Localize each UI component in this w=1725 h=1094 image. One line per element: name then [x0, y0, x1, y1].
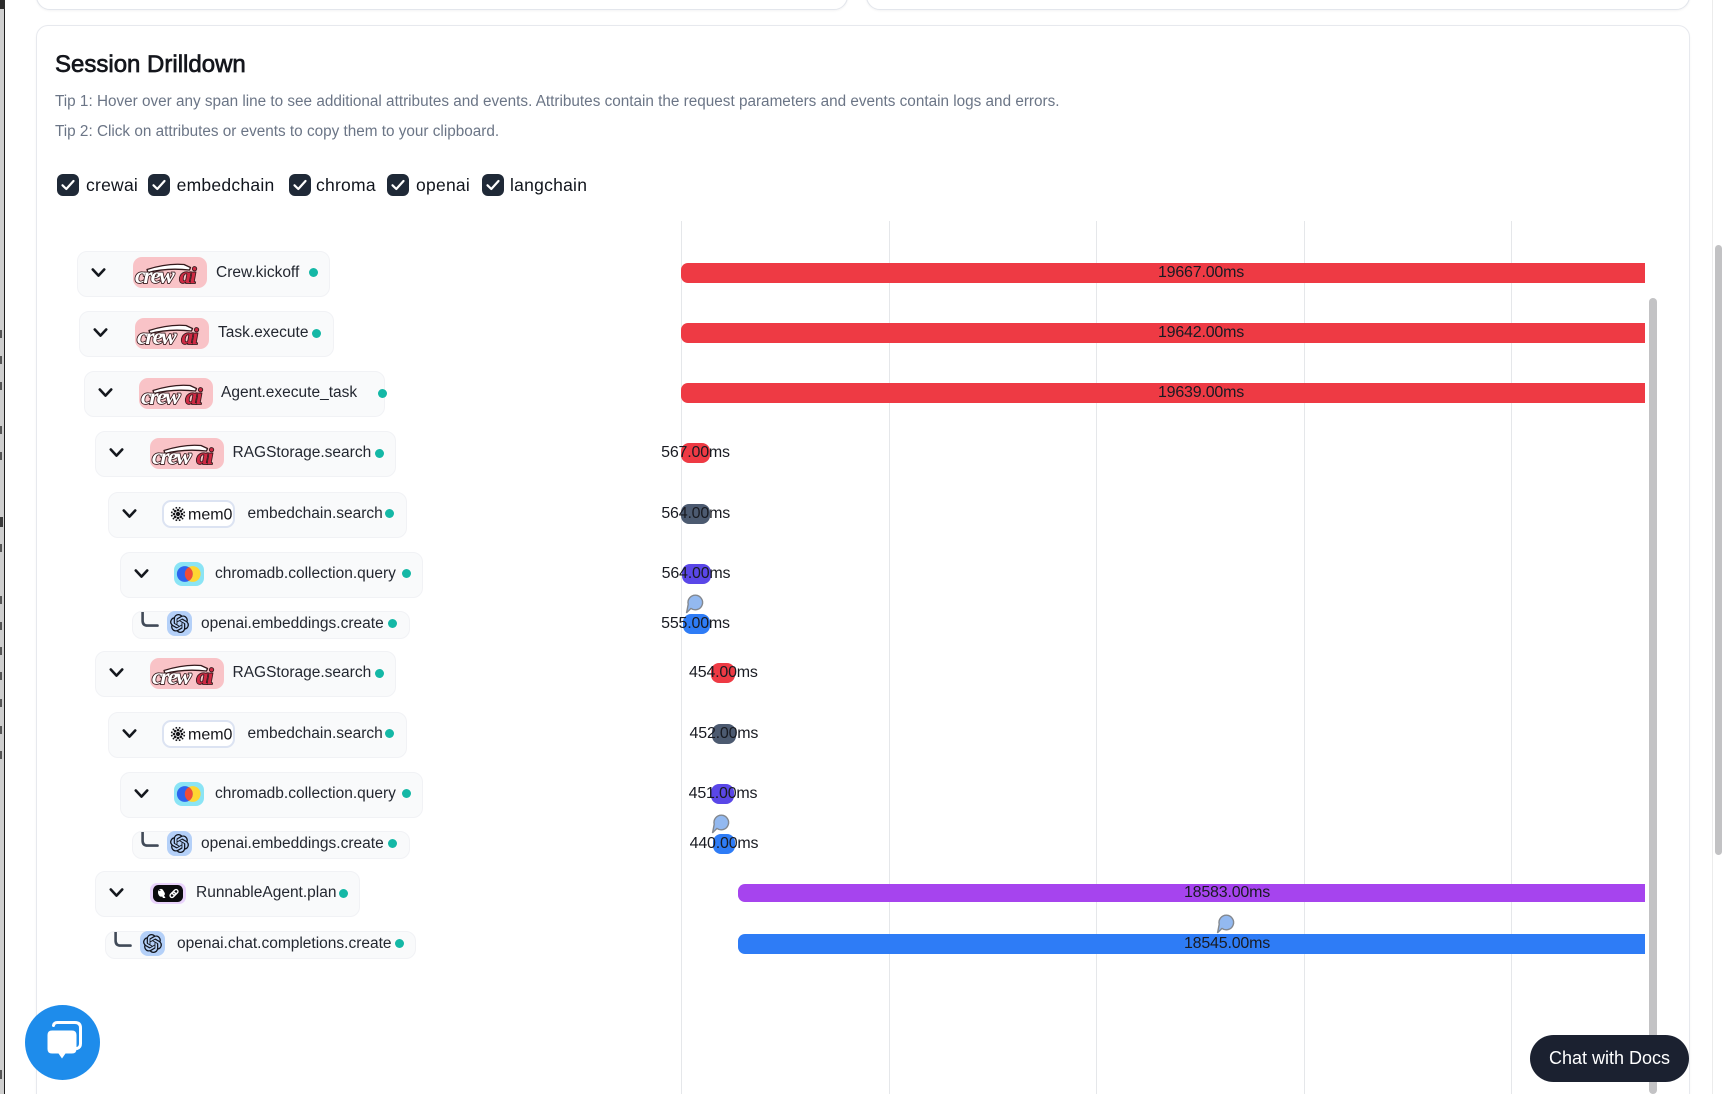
svg-text:ai: ai: [181, 324, 198, 349]
svg-text:crew: crew: [141, 384, 181, 409]
svg-text:crew: crew: [135, 263, 175, 288]
svg-text:crew: crew: [152, 664, 192, 689]
svg-text:crew: crew: [152, 444, 192, 469]
svg-text:ai: ai: [197, 444, 214, 469]
svg-text:ai: ai: [179, 263, 196, 288]
svg-text:ai: ai: [186, 384, 203, 409]
svg-text:mem0: mem0: [188, 726, 233, 743]
svg-text:mem0: mem0: [188, 506, 233, 523]
svg-text:crew: crew: [137, 324, 177, 349]
svg-text:ai: ai: [197, 664, 214, 689]
